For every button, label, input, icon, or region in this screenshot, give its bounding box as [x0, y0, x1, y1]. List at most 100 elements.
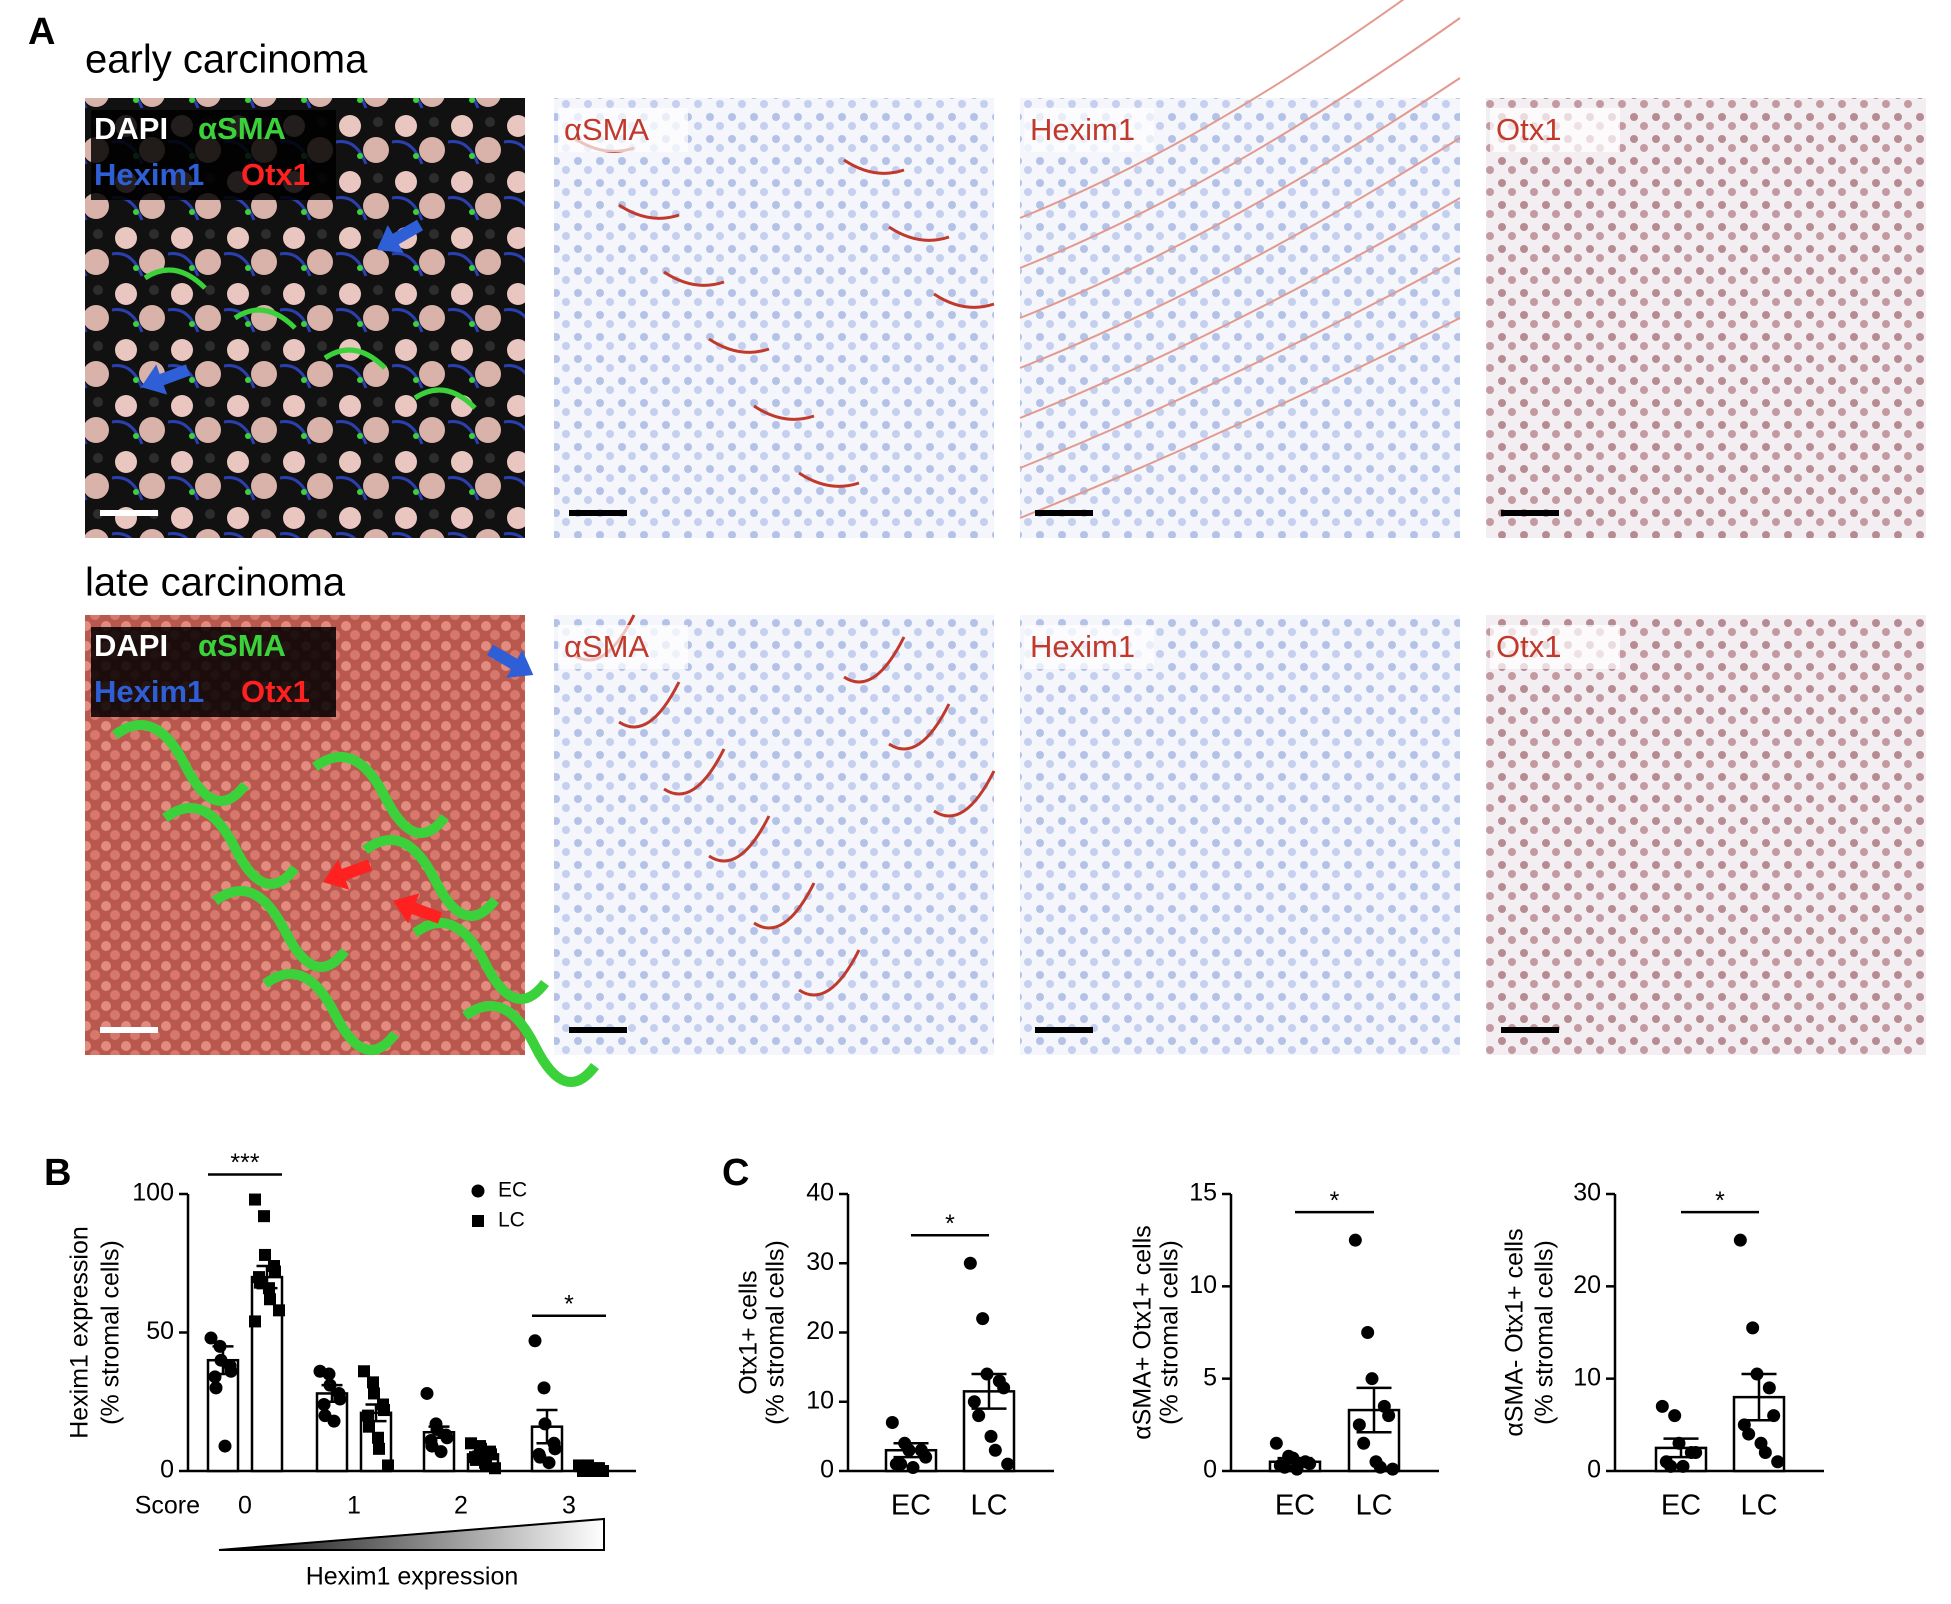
arrow [323, 859, 373, 890]
stain-fiber [618, 681, 681, 729]
micrograph [1486, 98, 1926, 538]
data-point [528, 1334, 542, 1348]
stain-fiber [933, 770, 996, 818]
y-tick-label: 15 [1189, 1179, 1217, 1207]
micrograph [1486, 615, 1926, 1055]
significance: * [564, 1290, 574, 1318]
y-axis-label: (% stromal cells) [1156, 1240, 1184, 1425]
data-point [1290, 1462, 1304, 1476]
y-axis-label: (% stromal cells) [762, 1240, 790, 1425]
y-tick-label: 100 [132, 1179, 174, 1207]
green-stroma [162, 803, 299, 889]
data-point [362, 1409, 374, 1422]
y-axis-label: (% stromal cells) [97, 1240, 125, 1425]
data-point [538, 1417, 552, 1431]
y-tick-label: 0 [1587, 1456, 1601, 1484]
x-tick-label: LC [1355, 1490, 1392, 1522]
error-bar [1356, 1386, 1392, 1434]
data-point [1357, 1436, 1371, 1450]
data-point [980, 1367, 994, 1381]
data-point [1672, 1436, 1686, 1450]
arrow [393, 893, 443, 924]
panel-label: B [44, 1152, 71, 1194]
data-point [1664, 1459, 1678, 1473]
y-axis-label: αSMA- Otx1+ cells [1501, 1228, 1529, 1436]
stain-fiber [753, 882, 816, 930]
data-point [224, 1364, 238, 1378]
data-point [327, 1414, 341, 1428]
y-axis-label: Hexim1 expression [66, 1226, 94, 1439]
stain-fiber [933, 292, 995, 309]
data-point [1352, 1418, 1366, 1432]
label-backdrop [1490, 625, 1620, 669]
merge-label: Otx1 [241, 674, 310, 709]
stain-fiber [843, 158, 905, 175]
micrograph [1020, 615, 1460, 1055]
data-point [1676, 1459, 1690, 1473]
data-point [1742, 1427, 1756, 1441]
x-tick-label: 1 [347, 1492, 361, 1520]
significance: * [1330, 1187, 1340, 1215]
y-tick-label: 30 [806, 1248, 834, 1276]
green-stroma [462, 1001, 599, 1087]
data-point [322, 1367, 336, 1381]
data-point [537, 1381, 551, 1395]
data-point [1746, 1321, 1760, 1335]
data-point [372, 1431, 384, 1444]
data-point [1733, 1233, 1747, 1247]
data-point [548, 1442, 562, 1456]
data-point [420, 1386, 434, 1400]
data-point [382, 1459, 394, 1472]
stain-fiber [753, 404, 815, 421]
data-point [1655, 1399, 1669, 1413]
green-stroma [323, 347, 387, 370]
stain-fiber [1019, 77, 1461, 319]
merge-label: DAPI [94, 111, 168, 146]
bar [250, 1275, 284, 1473]
label-backdrop [1024, 108, 1154, 152]
x-tick-label: EC [1661, 1490, 1701, 1522]
y-tick-label: 40 [806, 1179, 834, 1207]
label-backdrop [91, 627, 336, 717]
legend-label: LC [498, 1209, 525, 1232]
x-axis-title: Score [135, 1492, 200, 1520]
stain-fiber [618, 203, 680, 220]
stain-label: αSMA [564, 629, 649, 664]
data-point [1286, 1451, 1300, 1465]
data-point [440, 1431, 454, 1445]
scale-bar [100, 1027, 158, 1033]
label-backdrop [91, 110, 336, 200]
significance: * [945, 1210, 955, 1238]
arrow [487, 644, 534, 678]
merge-label: DAPI [94, 628, 168, 663]
y-tick-label: 10 [806, 1386, 834, 1414]
data-point [906, 1461, 920, 1475]
merge-label: Hexim1 [94, 674, 204, 709]
data-point [363, 1420, 375, 1433]
row-title: late carcinoma [85, 561, 346, 605]
green-stroma [143, 267, 207, 290]
legend-label: EC [498, 1179, 527, 1202]
arrow [141, 364, 191, 395]
data-point [1762, 1381, 1776, 1395]
data-point [919, 1450, 933, 1464]
stain-fiber [843, 636, 906, 684]
data-point [597, 1465, 609, 1477]
data-point [358, 1365, 370, 1378]
data-point [1750, 1367, 1764, 1381]
data-point [333, 1392, 347, 1406]
scale-bar [569, 1027, 627, 1033]
data-point [988, 1443, 1002, 1457]
label-backdrop [1024, 625, 1154, 669]
y-tick-label: 20 [806, 1317, 834, 1345]
stain-label: Hexim1 [1030, 629, 1135, 664]
data-point [1382, 1409, 1396, 1423]
green-stroma [413, 387, 477, 410]
scale-bar [1035, 1027, 1093, 1033]
stain-fiber [798, 949, 861, 997]
green-stroma [362, 835, 499, 921]
y-tick-label: 10 [1189, 1271, 1217, 1299]
stain-fiber [1019, 257, 1461, 469]
data-point [1386, 1462, 1400, 1476]
